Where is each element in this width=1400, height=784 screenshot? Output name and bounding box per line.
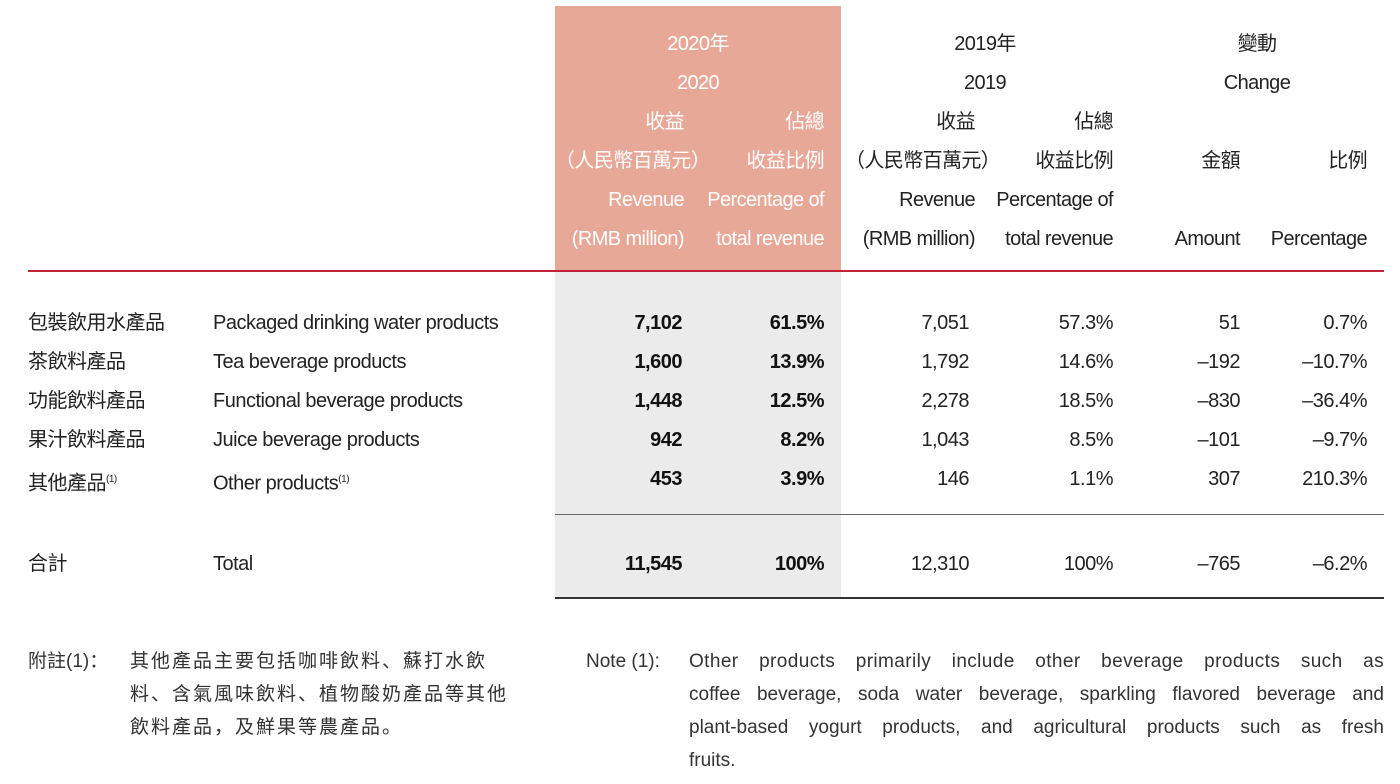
header-2020-en: 2020 — [676, 72, 720, 94]
pct-2019: 1.1% — [1069, 468, 1113, 490]
rev-2020: 1,600 — [634, 351, 682, 373]
table-row: 茶飲料產品 Tea beverage products 1,600 13.9% … — [0, 343, 1400, 382]
rev-2019: 1,043 — [921, 429, 969, 451]
row-label-en-text: Other products — [213, 472, 339, 495]
header-2020-pct-zh2: 收益比例 — [746, 150, 824, 172]
pct-2020: 61.5% — [769, 312, 825, 334]
change-pct: –9.7% — [1312, 429, 1368, 451]
total-rev-2020: 11,545 — [624, 553, 683, 575]
header-change-pct-en: Percentage — [1270, 228, 1368, 250]
change-amount: –830 — [1197, 390, 1241, 412]
header-2019-zh: 2019年 — [954, 33, 1016, 55]
total-label-zh: 合計 — [28, 553, 68, 575]
table-row: 包裝飲用水產品 Packaged drinking water products… — [0, 304, 1400, 343]
table-row: 其他產品(1) Other products(1) 453 3.9% 146 1… — [0, 460, 1400, 499]
change-pct: 210.3% — [1302, 468, 1367, 490]
note-zh-line: 其他產品主要包括咖啡飲料、蘇打水飲 — [130, 651, 488, 672]
header-2020-rev-en2: (RMB million) — [571, 228, 685, 250]
rev-2020: 1,448 — [634, 390, 682, 412]
note-zh-line: 料、含氣風味飲料、植物酸奶產品等其他 — [130, 684, 509, 705]
change-pct: –10.7% — [1302, 351, 1367, 373]
row-label-en: Functional beverage products — [213, 390, 463, 412]
total-pct-2019: 100% — [1063, 553, 1114, 575]
header-2019-rev-en2: (RMB million) — [862, 228, 976, 250]
row-label-zh-text: 其他產品 — [28, 472, 107, 495]
note-en-line: plant-based yogurt products, and agricul… — [689, 717, 1384, 738]
total-change-amount: –765 — [1197, 553, 1241, 575]
change-pct: 0.7% — [1323, 312, 1367, 334]
change-amount: 51 — [1218, 312, 1241, 334]
header-rule — [28, 270, 1384, 272]
pct-2019: 14.6% — [1058, 351, 1114, 373]
note-en-label: Note (1): — [586, 651, 660, 672]
header-2020-zh: 2020年 — [667, 33, 729, 55]
header-2019-rev-zh1: 收益 — [936, 111, 975, 133]
row-label-zh: 其他產品(1) — [28, 460, 117, 504]
total-label-en: Total — [213, 553, 253, 575]
header-2019-pct-zh2: 收益比例 — [1035, 150, 1113, 172]
pct-2019: 8.5% — [1069, 429, 1113, 451]
header-2019-pct-en1: Percentage of — [996, 189, 1113, 211]
header-change-pct-zh: 比例 — [1328, 150, 1367, 172]
pct-2019: 18.5% — [1058, 390, 1114, 412]
row-label-zh: 功能飲料產品 — [28, 390, 146, 412]
table-row: 功能飲料產品 Functional beverage products 1,44… — [0, 382, 1400, 421]
total-change-pct: –6.2% — [1312, 553, 1368, 575]
subtotal-rule — [555, 514, 1384, 515]
note-en-line: Other products primarily include other b… — [689, 651, 1384, 672]
header-2020-rev-en1: Revenue — [608, 189, 684, 211]
rev-2019: 7,051 — [921, 312, 969, 334]
header-2020-rev-zh1: 收益 — [645, 111, 684, 133]
note-en-line: coffee beverage, soda water beverage, sp… — [689, 684, 1384, 705]
header-2020-pct-en2: total revenue — [716, 228, 824, 250]
row-label-zh: 包裝飲用水產品 — [28, 312, 165, 334]
row-label-zh: 茶飲料產品 — [28, 351, 126, 373]
header-2020-pct-zh1: 佔總 — [785, 111, 824, 133]
rev-2019: 1,792 — [921, 351, 969, 373]
total-pct-2020: 100% — [774, 553, 825, 575]
change-amount: –101 — [1197, 429, 1241, 451]
rev-2019: 146 — [937, 468, 969, 490]
rev-2020: 7,102 — [634, 312, 682, 334]
pct-2020: 12.5% — [769, 390, 825, 412]
row-label-en: Other products(1) — [213, 460, 350, 504]
header-amount-zh: 金額 — [1201, 150, 1240, 172]
note-zh-label: 附註(1)： — [28, 651, 109, 672]
change-pct: –36.4% — [1302, 390, 1367, 412]
pct-2020: 3.9% — [780, 468, 824, 490]
rev-2020: 453 — [650, 468, 682, 490]
row-label-en: Packaged drinking water products — [213, 312, 499, 334]
header-2019-rev-en1: Revenue — [899, 189, 975, 211]
pct-2019: 57.3% — [1058, 312, 1114, 334]
change-amount: 307 — [1208, 468, 1240, 490]
change-amount: –192 — [1197, 351, 1241, 373]
row-label-en: Tea beverage products — [213, 351, 406, 373]
header-2019-pct-zh1: 佔總 — [1074, 111, 1113, 133]
pct-2020: 8.2% — [780, 429, 824, 451]
highlight-2020-body — [555, 271, 841, 598]
table-row: 果汁飲料產品 Juice beverage products 942 8.2% … — [0, 421, 1400, 460]
header-2019-pct-en2: total revenue — [1005, 228, 1113, 250]
header-2019-en: 2019 — [963, 72, 1007, 94]
header-change-zh: 變動 — [1237, 33, 1277, 55]
row-label-zh: 果汁飲料產品 — [28, 429, 146, 451]
rev-2020: 942 — [650, 429, 682, 451]
total-rev-2019: 12,310 — [910, 553, 970, 575]
row-label-en: Juice beverage products — [213, 429, 420, 451]
header-change-en: Change — [1223, 72, 1291, 94]
header-2020-rev-zh2: （人民幣百萬元） — [555, 150, 711, 172]
note-en-line: fruits. — [689, 750, 736, 771]
footnote-marker: (1) — [338, 474, 350, 485]
total-row: 合計 Total 11,545 100% 12,310 100% –765 –6… — [0, 545, 1400, 584]
highlight-2020-header — [555, 6, 841, 271]
header-amount-en: Amount — [1174, 228, 1241, 250]
note-zh-line: 飲料產品，及鮮果等農產品。 — [130, 717, 404, 738]
pct-2020: 13.9% — [769, 351, 825, 373]
total-rule — [555, 597, 1384, 599]
header-2020-pct-en1: Percentage of — [707, 189, 824, 211]
header-2019-rev-zh2: （人民幣百萬元） — [845, 150, 1001, 172]
rev-2019: 2,278 — [921, 390, 969, 412]
footnote-marker: (1) — [106, 474, 117, 485]
